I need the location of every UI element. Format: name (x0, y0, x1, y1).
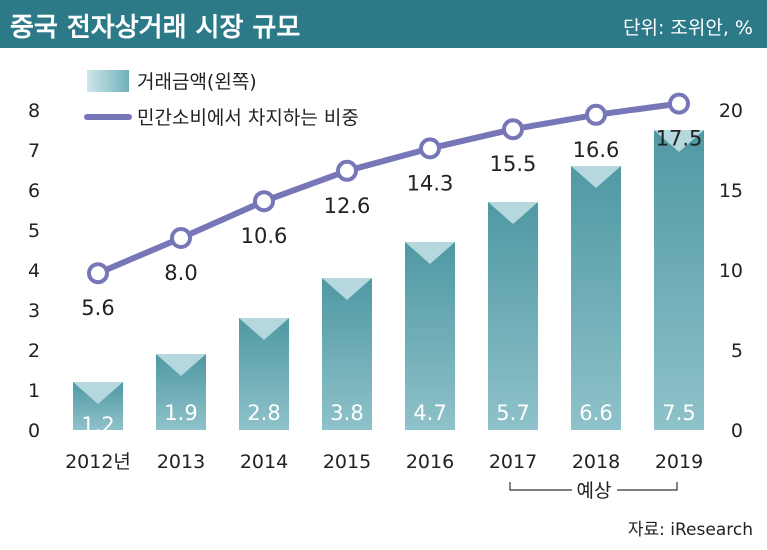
chart-title: 중국 전자상거래 시장 규모 (10, 13, 301, 43)
line-value-label: 16.6 (573, 138, 620, 162)
line-point-2018 (585, 103, 607, 126)
line-value-label: 17.5 (656, 127, 703, 151)
y-right-tick: 10 (719, 260, 743, 282)
labels-layer: 1.2 1.9 2.8 3.8 4.7 5.7 6.6 7.5 5.6 8.0 10.6 12.6 14… (81, 127, 702, 437)
bar-value-label: 2.8 (247, 401, 280, 425)
legend-line-label: 민간소비에서 차지하는 비중 (137, 107, 359, 129)
x-tick-label: 2019 (655, 451, 703, 473)
line-value-label: 12.6 (324, 194, 371, 218)
y-right-tick: 0 (731, 420, 743, 442)
bar-2015 (322, 278, 372, 430)
legend-bar-label: 거래금액(왼쪽) (137, 71, 257, 93)
line-point-2016 (419, 137, 441, 160)
bar-cap-2014 (239, 318, 289, 340)
forecast-bracket-line-right (617, 482, 678, 491)
bar-cap-2016 (405, 242, 455, 264)
x-tick-label: 2012년 (65, 451, 131, 473)
bar-value-label: 4.7 (413, 401, 446, 425)
x-tick-label: 2017 (489, 451, 537, 473)
bar-cap-2017 (488, 202, 538, 224)
line-layer (87, 92, 690, 285)
y-right-tick: 5 (731, 340, 743, 362)
bar-cap-2019 (654, 130, 704, 152)
x-tick-label: 2015 (323, 451, 371, 473)
y-right-tick: 20 (719, 100, 743, 122)
line-value-label: 10.6 (241, 224, 288, 248)
bar-value-label: 1.2 (81, 413, 114, 437)
bar-value-label: 5.7 (496, 401, 529, 425)
bar-cap-2015 (322, 278, 372, 300)
bars-layer (73, 130, 704, 430)
source-note: 자료: iResearch (627, 520, 753, 540)
line-value-label: 14.3 (407, 171, 454, 195)
bar-cap-2013 (156, 354, 206, 376)
y-left-tick: 5 (28, 220, 40, 242)
share-line (96, 100, 680, 276)
y-left-tick: 0 (28, 420, 40, 442)
line-point-2013 (170, 227, 192, 249)
bar-value-label: 6.6 (579, 401, 612, 425)
unit-label: 단위: 조위안, % (623, 17, 753, 39)
line-point-2015 (336, 159, 358, 182)
line-point-2014 (253, 190, 275, 213)
y-left-tick: 8 (28, 100, 40, 122)
bar-cap-2012년 (73, 382, 123, 404)
bar-2017 (488, 202, 538, 430)
line-point-2019 (668, 92, 690, 115)
forecast-bracket-line-left (509, 482, 572, 491)
forecast-label: 예상 (577, 480, 612, 502)
y-left-tick: 6 (28, 180, 40, 202)
y-left-tick: 1 (28, 380, 40, 402)
line-point-2017 (502, 118, 524, 141)
y-left-tick: 2 (28, 340, 40, 362)
bar-2019 (654, 130, 704, 430)
bar-2016 (405, 242, 455, 430)
title-bar: 중국 전자상거래 시장 규모 단위: 조위안, % (0, 0, 767, 48)
x-tick-label: 2016 (406, 451, 454, 473)
forecast-bracket: 예상 (509, 480, 678, 502)
bar-value-label: 7.5 (662, 401, 695, 425)
y-left-tick: 3 (28, 300, 40, 322)
axes-layer: 0 1 2 3 4 5 6 7 8 0 5 10 15 20 2012년 2013 2014 2015 2016 20… (28, 100, 743, 473)
legend-bar-swatch (87, 70, 129, 92)
bar-cap-2018 (571, 166, 621, 188)
line-value-label: 15.5 (490, 152, 537, 176)
bar-value-label: 3.8 (330, 401, 363, 425)
bar-value-label: 1.9 (164, 401, 197, 425)
x-tick-label: 2014 (240, 451, 288, 473)
line-value-label: 8.0 (164, 261, 197, 285)
y-left-tick: 4 (28, 260, 40, 282)
line-value-label: 5.6 (81, 296, 114, 320)
x-tick-label: 2018 (572, 451, 620, 473)
y-left-tick: 7 (28, 140, 40, 162)
legend: 거래금액(왼쪽) 민간소비에서 차지하는 비중 (84, 70, 359, 129)
line-point-2012년 (87, 262, 109, 285)
x-tick-label: 2013 (157, 451, 205, 473)
bar-2018 (571, 166, 621, 430)
y-right-tick: 15 (719, 180, 743, 202)
